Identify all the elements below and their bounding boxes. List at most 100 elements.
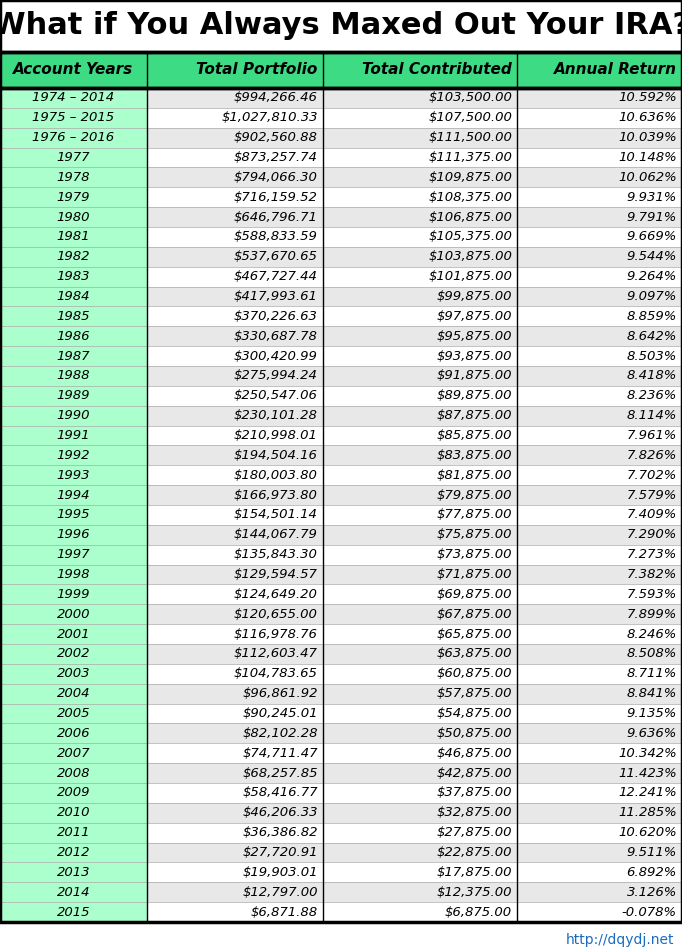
Text: 9.669%: 9.669% bbox=[627, 230, 677, 244]
Text: $19,903.01: $19,903.01 bbox=[242, 866, 318, 879]
Bar bbox=[147, 565, 682, 585]
Text: $77,875.00: $77,875.00 bbox=[436, 508, 512, 522]
Text: $42,875.00: $42,875.00 bbox=[436, 766, 512, 780]
Text: 1983: 1983 bbox=[57, 270, 90, 283]
Bar bbox=[147, 724, 682, 744]
Text: $79,875.00: $79,875.00 bbox=[436, 488, 512, 502]
Text: 1996: 1996 bbox=[57, 528, 90, 542]
Bar bbox=[147, 585, 682, 605]
Text: $994,266.46: $994,266.46 bbox=[234, 91, 318, 105]
Text: 1990: 1990 bbox=[57, 409, 90, 422]
Text: 2011: 2011 bbox=[57, 826, 90, 839]
Text: $68,257.85: $68,257.85 bbox=[242, 766, 318, 780]
Text: 8.114%: 8.114% bbox=[627, 409, 677, 422]
Text: $111,375.00: $111,375.00 bbox=[428, 151, 512, 164]
Bar bbox=[0, 803, 147, 823]
Text: 7.961%: 7.961% bbox=[627, 429, 677, 442]
Text: $95,875.00: $95,875.00 bbox=[436, 329, 512, 343]
Text: 2009: 2009 bbox=[57, 786, 90, 800]
Text: $50,875.00: $50,875.00 bbox=[436, 727, 512, 740]
Text: $74,711.47: $74,711.47 bbox=[242, 746, 318, 760]
Text: $46,206.33: $46,206.33 bbox=[242, 806, 318, 820]
Bar bbox=[147, 704, 682, 724]
Text: 1985: 1985 bbox=[57, 309, 90, 323]
Bar bbox=[147, 446, 682, 466]
Text: 7.899%: 7.899% bbox=[627, 607, 677, 621]
Text: $12,797.00: $12,797.00 bbox=[242, 885, 318, 899]
Text: $99,875.00: $99,875.00 bbox=[436, 290, 512, 303]
Text: 1986: 1986 bbox=[57, 329, 90, 343]
Text: $105,375.00: $105,375.00 bbox=[428, 230, 512, 244]
Text: $180,003.80: $180,003.80 bbox=[234, 468, 318, 482]
Bar bbox=[0, 208, 147, 227]
Text: $71,875.00: $71,875.00 bbox=[436, 568, 512, 581]
Bar bbox=[147, 883, 682, 902]
Text: 2006: 2006 bbox=[57, 727, 90, 740]
Bar bbox=[0, 585, 147, 605]
Text: 1979: 1979 bbox=[57, 190, 90, 204]
Text: 9.511%: 9.511% bbox=[627, 846, 677, 859]
Text: 1984: 1984 bbox=[57, 290, 90, 303]
Text: $36,386.82: $36,386.82 bbox=[242, 826, 318, 839]
Text: $107,500.00: $107,500.00 bbox=[428, 111, 512, 125]
Bar bbox=[147, 347, 682, 366]
Bar bbox=[0, 88, 147, 108]
Text: 2013: 2013 bbox=[57, 866, 90, 879]
Text: 8.503%: 8.503% bbox=[627, 349, 677, 363]
Text: 3.126%: 3.126% bbox=[627, 885, 677, 899]
Bar bbox=[0, 525, 147, 545]
Text: http://dqydj.net: http://dqydj.net bbox=[565, 933, 674, 947]
Text: 8.642%: 8.642% bbox=[627, 329, 677, 343]
Text: $89,875.00: $89,875.00 bbox=[436, 389, 512, 403]
Text: $230,101.28: $230,101.28 bbox=[234, 409, 318, 422]
Text: 9.791%: 9.791% bbox=[627, 210, 677, 224]
Text: 1988: 1988 bbox=[57, 369, 90, 383]
Bar bbox=[147, 625, 682, 644]
Bar bbox=[0, 347, 147, 366]
Text: 1994: 1994 bbox=[57, 488, 90, 502]
Bar bbox=[0, 148, 147, 168]
Text: $116,978.76: $116,978.76 bbox=[234, 627, 318, 641]
Bar bbox=[0, 307, 147, 327]
Text: $537,670.65: $537,670.65 bbox=[234, 250, 318, 264]
Text: $12,375.00: $12,375.00 bbox=[436, 885, 512, 899]
Text: 9.544%: 9.544% bbox=[627, 250, 677, 264]
Text: 9.264%: 9.264% bbox=[627, 270, 677, 283]
Bar bbox=[147, 128, 682, 148]
Text: $120,655.00: $120,655.00 bbox=[234, 607, 318, 621]
Bar bbox=[147, 108, 682, 128]
Text: $111,500.00: $111,500.00 bbox=[428, 131, 512, 144]
Text: 2000: 2000 bbox=[57, 607, 90, 621]
Text: $90,245.01: $90,245.01 bbox=[242, 707, 318, 720]
Text: 2008: 2008 bbox=[57, 766, 90, 780]
Bar bbox=[147, 208, 682, 227]
Text: $588,833.59: $588,833.59 bbox=[234, 230, 318, 244]
Bar bbox=[0, 605, 147, 625]
Text: $6,871.88: $6,871.88 bbox=[250, 905, 318, 919]
Bar bbox=[147, 902, 682, 922]
Bar bbox=[147, 426, 682, 446]
Text: 10.620%: 10.620% bbox=[619, 826, 677, 839]
Text: Account Years: Account Years bbox=[13, 63, 134, 77]
Bar bbox=[0, 0, 682, 52]
Text: Total Portfolio: Total Portfolio bbox=[196, 63, 318, 77]
Bar bbox=[0, 267, 147, 287]
Bar bbox=[0, 366, 147, 386]
Bar bbox=[147, 605, 682, 625]
Bar bbox=[147, 168, 682, 188]
Text: $32,875.00: $32,875.00 bbox=[436, 806, 512, 820]
Text: Total Contributed: Total Contributed bbox=[362, 63, 512, 77]
Bar bbox=[147, 307, 682, 327]
Bar bbox=[0, 168, 147, 188]
Text: 7.382%: 7.382% bbox=[627, 568, 677, 581]
Text: 1975 – 2015: 1975 – 2015 bbox=[32, 111, 115, 125]
Bar bbox=[147, 227, 682, 247]
Text: $17,875.00: $17,875.00 bbox=[436, 866, 512, 879]
Text: 10.342%: 10.342% bbox=[619, 746, 677, 760]
Text: 1987: 1987 bbox=[57, 349, 90, 363]
Bar bbox=[147, 823, 682, 843]
Text: 1982: 1982 bbox=[57, 250, 90, 264]
Text: 7.593%: 7.593% bbox=[627, 587, 677, 601]
Bar bbox=[147, 644, 682, 664]
Bar bbox=[147, 843, 682, 863]
